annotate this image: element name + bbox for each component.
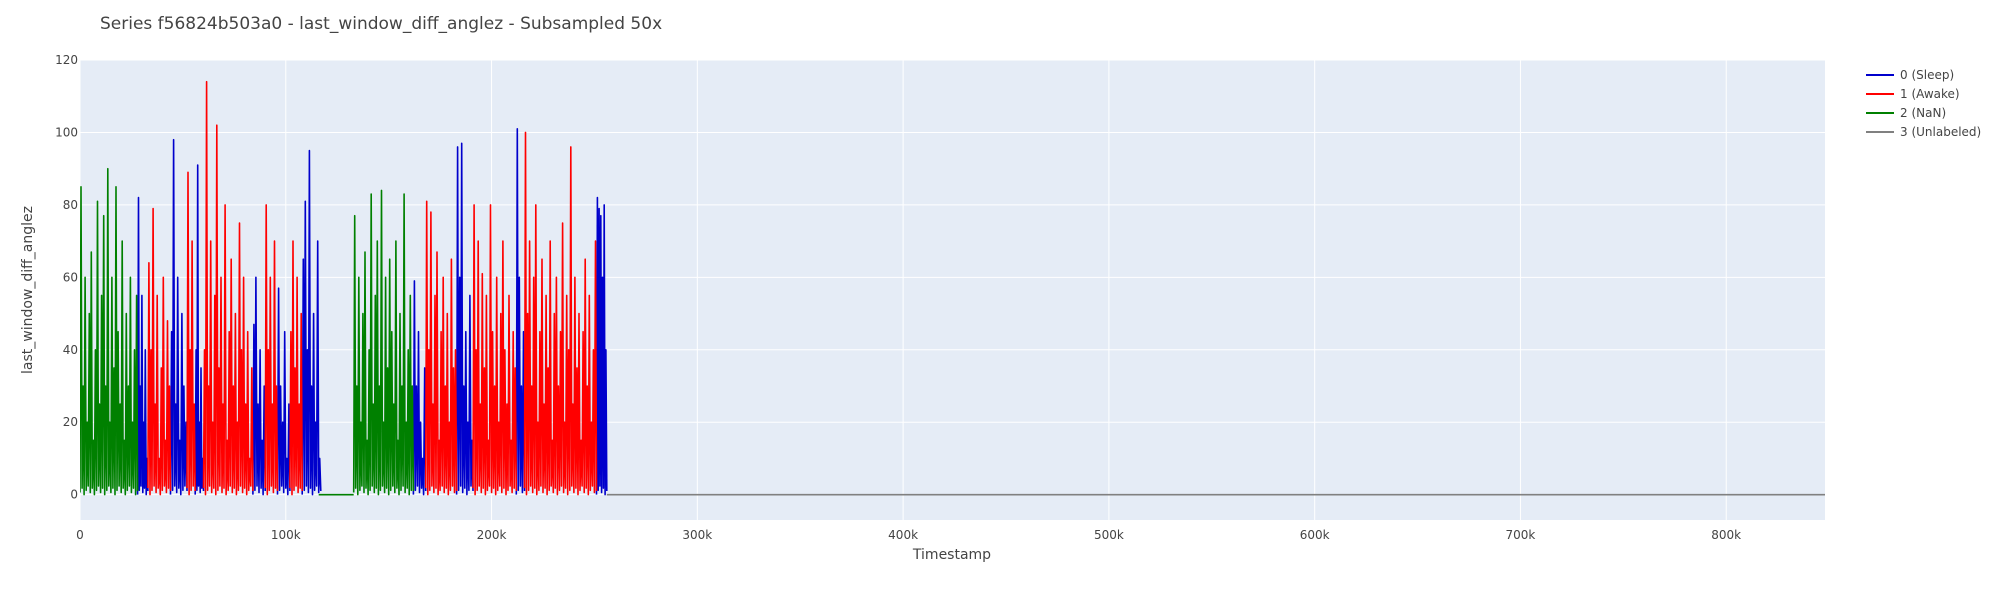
series-line bbox=[301, 149, 322, 496]
legend-item[interactable]: 0 (Sleep) bbox=[1866, 68, 1954, 82]
plot-area[interactable] bbox=[80, 60, 1825, 520]
series-line bbox=[523, 131, 598, 496]
legend-label: 2 (NaN) bbox=[1900, 106, 1946, 120]
series-lines bbox=[80, 80, 1825, 496]
x-tick-label: 700k bbox=[1506, 528, 1536, 542]
x-tick-label: 200k bbox=[477, 528, 507, 542]
y-tick-labels: 0 20 40 60 80 100 120 bbox=[55, 53, 78, 502]
series-line bbox=[194, 164, 205, 495]
series-line bbox=[455, 142, 474, 496]
y-tick-label: 0 bbox=[70, 488, 78, 502]
x-tick-label: 300k bbox=[682, 528, 712, 542]
series-line bbox=[264, 204, 279, 496]
y-tick-label: 120 bbox=[55, 53, 78, 67]
legend: 0 (Sleep) 1 (Awake) 2 (NaN) 3 (Unlabeled) bbox=[1866, 68, 1981, 139]
legend-item[interactable]: 2 (NaN) bbox=[1866, 106, 1946, 120]
x-tick-label: 600k bbox=[1300, 528, 1330, 542]
series-line bbox=[352, 189, 415, 496]
series-line bbox=[252, 276, 266, 496]
legend-item[interactable]: 3 (Unlabeled) bbox=[1866, 125, 1981, 139]
series-line bbox=[202, 80, 254, 496]
series-line bbox=[289, 240, 303, 496]
series-1 bbox=[147, 80, 598, 496]
x-tick-label: 100k bbox=[271, 528, 301, 542]
series-2 bbox=[80, 167, 415, 496]
series-line bbox=[136, 196, 149, 496]
y-tick-label: 40 bbox=[63, 343, 78, 357]
legend-label: 1 (Awake) bbox=[1900, 87, 1960, 101]
x-tick-label: 0 bbox=[76, 528, 84, 542]
series-line bbox=[424, 200, 458, 496]
x-axis-title: Timestamp bbox=[912, 547, 991, 563]
series-line bbox=[276, 287, 291, 496]
y-tick-label: 80 bbox=[63, 198, 78, 212]
y-tick-label: 100 bbox=[55, 125, 78, 139]
y-tick-label: 20 bbox=[63, 415, 78, 429]
x-tick-labels: 0 100k 200k 300k 400k 500k 600k 700k 800k bbox=[76, 528, 1741, 542]
series-line bbox=[147, 207, 172, 496]
series-line bbox=[169, 138, 188, 496]
series-line bbox=[186, 171, 196, 496]
y-axis-title: last_window_diff_anglez bbox=[20, 206, 36, 374]
series-line bbox=[595, 196, 608, 496]
series-line bbox=[515, 128, 526, 495]
y-tick-label: 60 bbox=[63, 270, 78, 284]
legend-item[interactable]: 1 (Awake) bbox=[1866, 87, 1960, 101]
legend-label: 3 (Unlabeled) bbox=[1900, 125, 1981, 139]
series-0 bbox=[136, 128, 608, 496]
series-line bbox=[472, 204, 518, 496]
legend-label: 0 (Sleep) bbox=[1900, 68, 1954, 82]
series-line bbox=[412, 280, 427, 496]
x-tick-label: 800k bbox=[1711, 528, 1741, 542]
x-tick-label: 500k bbox=[1094, 528, 1124, 542]
x-tick-label: 400k bbox=[888, 528, 918, 542]
chart-title: Series f56824b503a0 - last_window_diff_a… bbox=[100, 14, 662, 34]
series-line bbox=[80, 167, 139, 496]
